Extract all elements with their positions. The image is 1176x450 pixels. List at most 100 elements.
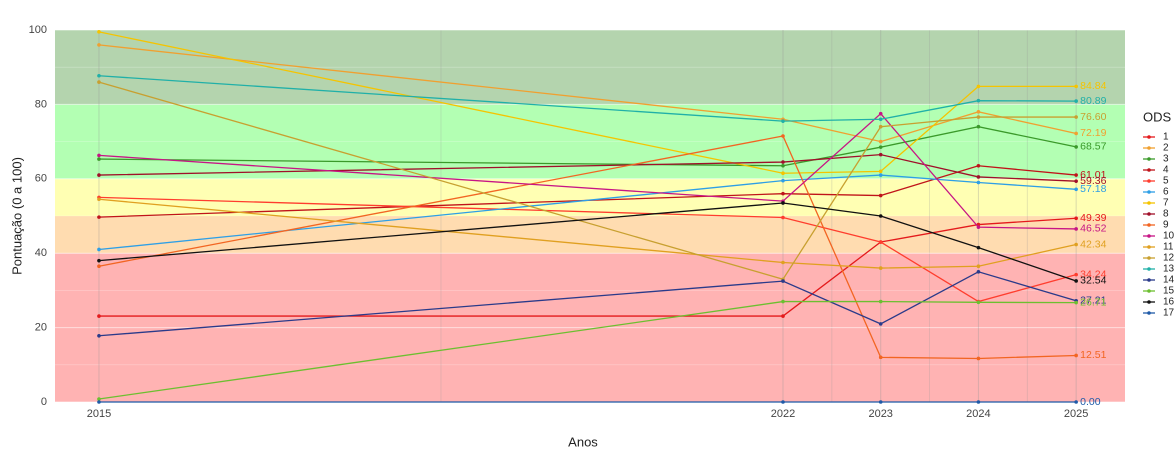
legend-swatch-point [1147, 223, 1151, 227]
x-tick-label: 2022 [771, 408, 795, 420]
legend-swatch-point [1147, 146, 1151, 150]
data-point [878, 173, 883, 177]
data-point [97, 153, 101, 158]
x-axis-label: Anos [568, 434, 598, 449]
y-tick-label: 0 [41, 396, 47, 408]
data-point [1074, 131, 1078, 136]
legend-swatch-point [1147, 201, 1151, 205]
data-point [97, 30, 101, 34]
legend-label: 1 [1163, 132, 1169, 143]
value-label: 61.01 [1080, 169, 1106, 181]
value-label: 26.71 [1080, 296, 1106, 308]
data-point [878, 193, 883, 198]
data-point [97, 247, 101, 252]
data-point [878, 240, 883, 244]
data-point [781, 160, 785, 164]
data-point [976, 264, 981, 269]
legend-label: 17 [1163, 308, 1175, 319]
data-point [97, 197, 101, 202]
legend-swatch-point [1147, 289, 1151, 293]
data-point [97, 314, 101, 318]
y-tick-label: 60 [35, 173, 47, 185]
value-label: 34.24 [1080, 268, 1106, 280]
data-point [878, 355, 883, 360]
x-tick-label: 2023 [868, 408, 892, 420]
legend-swatch-point [1147, 168, 1151, 172]
data-point [781, 171, 785, 176]
data-point [781, 260, 785, 265]
data-point [97, 43, 101, 47]
legend-label: 5 [1163, 176, 1169, 187]
data-point [97, 73, 101, 78]
data-point [781, 134, 785, 138]
legend-swatch-point [1147, 234, 1151, 238]
data-point [781, 119, 785, 123]
data-point [781, 191, 785, 196]
y-tick-label: 40 [35, 247, 47, 259]
legend-label: 7 [1163, 198, 1169, 209]
data-point [976, 356, 981, 361]
data-point [976, 163, 981, 168]
data-point [97, 80, 101, 84]
data-point [1074, 84, 1078, 89]
data-point [97, 400, 101, 404]
data-point [781, 400, 785, 404]
data-point [976, 400, 981, 404]
value-label: 72.19 [1080, 127, 1106, 139]
data-point [976, 115, 981, 119]
value-label: 76.60 [1080, 111, 1106, 123]
legend-label: 2 [1163, 143, 1169, 154]
data-point [878, 214, 883, 218]
background-band [55, 30, 1125, 105]
value-label: 46.52 [1080, 223, 1106, 235]
data-point [781, 215, 785, 220]
data-point [976, 245, 981, 250]
data-point [781, 178, 785, 183]
data-point [878, 299, 883, 304]
legend-swatch-point [1147, 245, 1151, 249]
data-point [97, 397, 101, 401]
data-point [878, 124, 883, 129]
data-point [878, 169, 883, 174]
data-point [878, 145, 883, 149]
data-point [1074, 173, 1078, 177]
x-tick-label: 2015 [87, 408, 111, 420]
y-tick-label: 80 [35, 98, 47, 110]
data-point [878, 152, 883, 157]
data-point [976, 270, 981, 274]
data-point [976, 180, 981, 185]
legend-swatch-point [1147, 157, 1151, 161]
data-point [1074, 216, 1078, 221]
data-point [1074, 272, 1078, 277]
legend-label: 3 [1163, 154, 1169, 165]
y-tick-label: 100 [29, 24, 47, 36]
data-point [781, 314, 785, 318]
value-label: 32.54 [1080, 275, 1106, 287]
legend-label: 12 [1163, 253, 1175, 264]
legend-swatch-point [1147, 300, 1151, 304]
legend-label: 16 [1163, 297, 1175, 308]
value-label: 49.39 [1080, 212, 1106, 224]
legend-swatch-point [1147, 256, 1151, 260]
data-point [976, 84, 981, 89]
value-label: 42.34 [1080, 238, 1106, 250]
legend-label: 13 [1163, 264, 1175, 275]
value-label: 27.21 [1080, 295, 1106, 307]
data-point [1074, 145, 1078, 149]
legend-label: 6 [1163, 187, 1169, 198]
y-axis-label: Pontuação (0 a 100) [9, 157, 24, 275]
legend-swatch-point [1147, 190, 1151, 194]
data-point [976, 300, 981, 305]
legend-label: 4 [1163, 165, 1169, 176]
data-point [97, 215, 101, 219]
data-point [976, 225, 981, 229]
y-tick-label: 20 [35, 322, 47, 334]
data-point [878, 111, 883, 116]
legend-swatch-point [1147, 311, 1151, 315]
x-tick-label: 2025 [1064, 408, 1088, 420]
data-point [781, 299, 785, 304]
data-point [976, 175, 981, 179]
background-band [55, 216, 1125, 254]
data-point [878, 322, 883, 326]
